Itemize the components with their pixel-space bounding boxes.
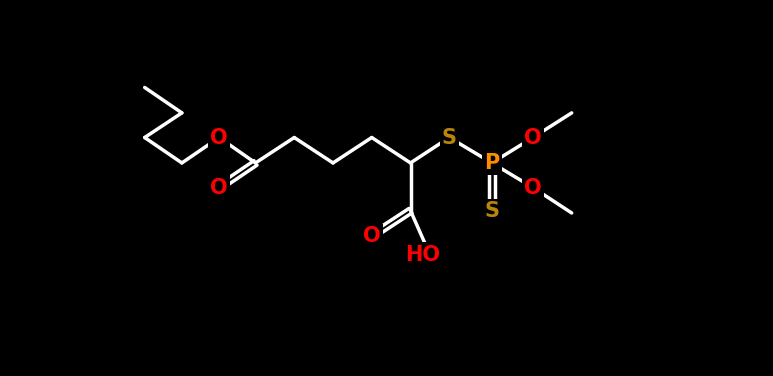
Text: S: S: [441, 127, 457, 147]
Text: HO: HO: [404, 244, 440, 265]
Text: O: O: [210, 127, 228, 147]
Text: O: O: [363, 226, 380, 246]
Text: O: O: [524, 127, 542, 147]
Text: O: O: [524, 177, 542, 197]
Text: O: O: [210, 177, 228, 197]
Text: P: P: [484, 153, 499, 173]
Text: S: S: [485, 201, 499, 221]
